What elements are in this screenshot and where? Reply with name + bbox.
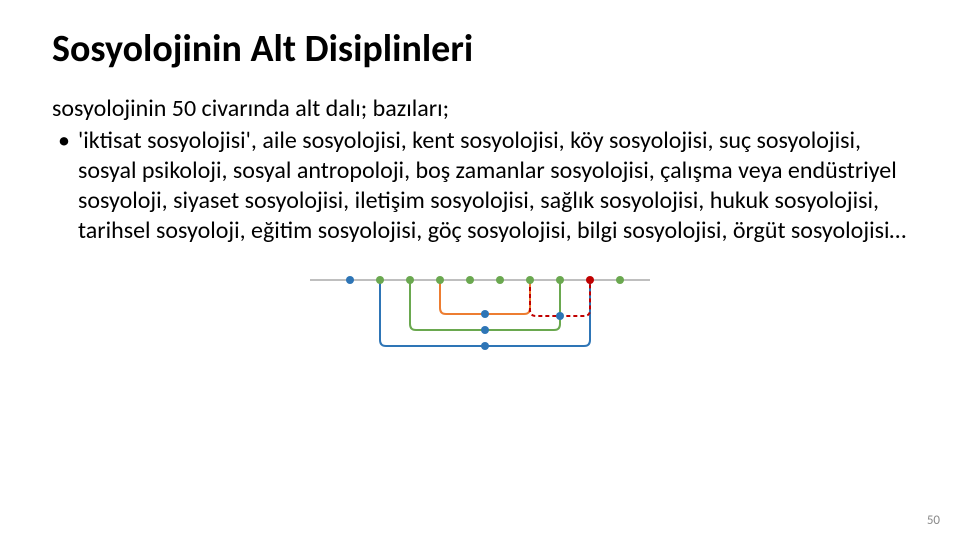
intro-line: sosyolojinin 50 civarında alt dalı; bazı…	[52, 94, 908, 124]
axis-dot	[616, 276, 624, 284]
axis-dot	[346, 276, 354, 284]
arc	[410, 280, 560, 330]
arc-mid-dot	[481, 310, 489, 318]
bullet-list: 'iktisat sosyolojisi', aile sosyolojisi,…	[52, 126, 908, 246]
axis-dot	[496, 276, 504, 284]
axis-dot	[586, 276, 594, 284]
page-number: 50	[927, 513, 940, 528]
arc-mid-dot	[481, 326, 489, 334]
bullet-item: 'iktisat sosyolojisi', aile sosyolojisi,…	[78, 126, 908, 246]
axis-dot	[466, 276, 474, 284]
axis-dot	[406, 276, 414, 284]
axis-dot	[376, 276, 384, 284]
axis-dot	[556, 276, 564, 284]
arc	[440, 280, 530, 314]
network-diagram	[290, 260, 670, 360]
arc-mid-dot	[481, 342, 489, 350]
diagram-container	[52, 260, 908, 360]
axis-dot	[436, 276, 444, 284]
axis-dot	[526, 276, 534, 284]
page-title: Sosyolojinin Alt Disiplinleri	[52, 28, 908, 72]
slide: Sosyolojinin Alt Disiplinleri sosyolojin…	[0, 0, 960, 540]
arc-mid-dot	[556, 312, 564, 320]
